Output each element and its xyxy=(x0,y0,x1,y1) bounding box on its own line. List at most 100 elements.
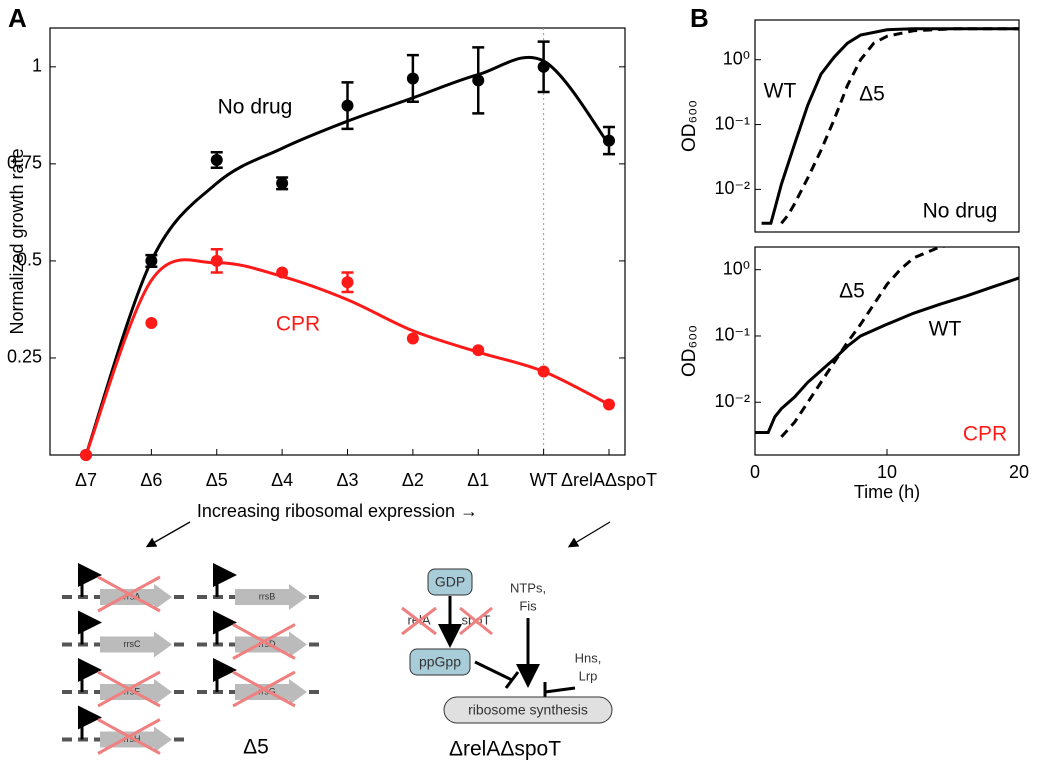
deletion-cross xyxy=(232,623,296,660)
node-label: GDP xyxy=(435,574,465,590)
operon: rrsH xyxy=(62,705,187,755)
x-tick-label: 0 xyxy=(750,462,760,482)
data-point xyxy=(537,365,550,378)
data-point xyxy=(276,266,289,279)
deletion-cross xyxy=(97,575,161,613)
regulator-label: Fis xyxy=(519,598,537,613)
data-point xyxy=(406,332,419,345)
data-point xyxy=(537,60,550,73)
node-box xyxy=(443,696,613,724)
x-tick-label: Δ6 xyxy=(140,470,162,490)
promoter xyxy=(78,563,102,597)
growth-curve xyxy=(780,247,949,438)
node-box xyxy=(427,568,473,596)
panel-label: A xyxy=(8,3,27,33)
y-axis-label: OD₆₀₀ xyxy=(679,325,700,377)
y-tick-label: 10⁻² xyxy=(714,178,750,198)
annotation: No drug xyxy=(923,200,998,223)
gene-label: rrsC xyxy=(124,639,141,649)
data-point xyxy=(472,344,485,357)
y-tick-label: 10⁻¹ xyxy=(714,325,750,345)
data-point xyxy=(603,134,615,147)
regulator-label: NTPs, xyxy=(510,580,546,595)
legend-label: No drug xyxy=(218,96,293,119)
data-point xyxy=(210,153,223,166)
x-tick-label: Δ3 xyxy=(336,470,358,490)
deletion-cross xyxy=(232,670,296,708)
x-tick-label: Δ1 xyxy=(467,470,489,490)
data-point xyxy=(406,72,419,85)
y-tick-label: 1 xyxy=(32,56,42,76)
operon: rrsE xyxy=(62,658,187,708)
inhibition-edge xyxy=(474,660,576,702)
data-point xyxy=(210,254,223,267)
pointer-arrow xyxy=(145,521,191,548)
promoter xyxy=(78,705,102,740)
operon: rrsB xyxy=(197,563,322,610)
x-tick-label: WT xyxy=(530,470,558,490)
y-tick-label: 0.25 xyxy=(7,347,42,367)
diagram-caption: Δ5 xyxy=(243,736,269,759)
data-point xyxy=(80,449,92,461)
promoter xyxy=(213,563,237,597)
y-tick-label: 10⁰ xyxy=(723,48,750,68)
data-point xyxy=(145,317,158,330)
pathway-diagram: GDP relA spoT ppGpp NTPs, Fis Hns, Lrp r… xyxy=(401,568,613,761)
deletion-cross xyxy=(401,606,493,636)
y-tick-label: 10⁰ xyxy=(723,258,750,278)
node-box xyxy=(409,648,471,676)
growth-curve xyxy=(761,27,1019,225)
annotation: WT xyxy=(929,318,962,341)
data-point xyxy=(341,276,354,289)
y-axis-label: OD₆₀₀ xyxy=(679,100,700,152)
data-point xyxy=(603,398,615,411)
operon: rrsC xyxy=(62,610,187,658)
promoter xyxy=(78,610,102,645)
deletion-cross xyxy=(97,718,161,755)
y-tick-label: 10⁻¹ xyxy=(714,113,750,133)
growth-curve xyxy=(755,276,1019,434)
promoter xyxy=(213,610,237,645)
data-point xyxy=(276,177,289,190)
operon: rrsA xyxy=(62,563,187,613)
deletion-cross xyxy=(97,670,161,708)
y-tick-label: 0.5 xyxy=(17,250,42,270)
data-point xyxy=(145,254,158,267)
fit-curve xyxy=(84,258,610,456)
promoter xyxy=(213,658,237,692)
plot-frame xyxy=(49,27,626,456)
node-label: ribosome synthesis xyxy=(468,702,588,718)
gene-arrow xyxy=(235,584,307,610)
x-tick-label: 10 xyxy=(877,462,897,482)
y-tick-label: 10⁻² xyxy=(714,391,750,411)
x-tick-label: Δ7 xyxy=(75,470,97,490)
panel-label: B xyxy=(690,3,709,33)
data-point xyxy=(472,74,485,87)
annotation: CPR xyxy=(963,423,1007,446)
promoter xyxy=(78,658,102,692)
annotation: Δ5 xyxy=(859,83,885,106)
regulator-label: Lrp xyxy=(579,668,598,683)
x-tick-label: Δ2 xyxy=(402,470,424,490)
operon: rrsD xyxy=(197,610,322,660)
operon: rrsG xyxy=(197,658,322,708)
x-tick-label: Δ4 xyxy=(271,470,293,490)
x-tick-label: Δ5 xyxy=(206,470,228,490)
node-label: ppGpp xyxy=(419,654,461,670)
x-axis-label: Increasing ribosomal expression → xyxy=(197,501,478,521)
x-axis-label: Time (h) xyxy=(854,482,920,502)
x-tick-label: 20 xyxy=(1009,462,1029,482)
diagram-caption: ΔrelAΔspoT xyxy=(449,738,561,761)
plot-frame xyxy=(754,19,1020,233)
y-axis-label: Normalized growth rate xyxy=(7,148,27,334)
annotation: WT xyxy=(764,80,797,103)
legend-label: CPR xyxy=(276,313,320,336)
regulator-label: Hns, xyxy=(575,650,602,665)
gene-arrow xyxy=(100,631,172,658)
gene-label: rrsB xyxy=(259,591,276,601)
growth-curve xyxy=(780,27,1019,225)
x-tick-label: ΔrelAΔspoT xyxy=(561,470,657,490)
y-tick-label: 0.75 xyxy=(7,153,42,173)
